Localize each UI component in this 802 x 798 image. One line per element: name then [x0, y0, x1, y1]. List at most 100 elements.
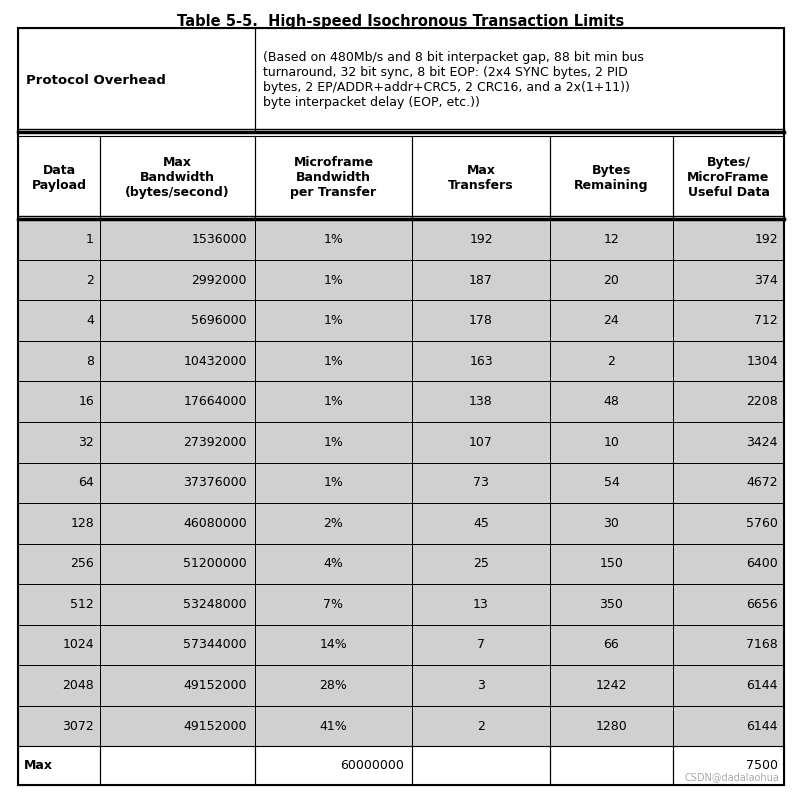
Text: 712: 712	[754, 314, 778, 327]
Bar	[100, 463, 255, 503]
Text: 2048: 2048	[63, 679, 94, 692]
Bar	[412, 259, 550, 300]
Text: Protocol Overhead: Protocol Overhead	[26, 73, 166, 87]
Bar	[673, 666, 784, 705]
Bar	[18, 219, 100, 259]
Bar	[673, 422, 784, 463]
Bar	[412, 625, 550, 666]
Bar	[255, 28, 784, 132]
Bar	[412, 666, 550, 705]
Text: 12: 12	[604, 233, 619, 246]
Text: Max
Bandwidth
(bytes/second): Max Bandwidth (bytes/second)	[125, 156, 230, 199]
Bar	[550, 422, 673, 463]
Bar	[673, 625, 784, 666]
Bar	[550, 381, 673, 422]
Bar	[100, 705, 255, 746]
Bar	[255, 422, 412, 463]
Text: 14%: 14%	[320, 638, 347, 651]
Bar	[100, 259, 255, 300]
Bar	[255, 666, 412, 705]
Text: 512: 512	[71, 598, 94, 611]
Bar	[673, 259, 784, 300]
Bar	[550, 705, 673, 746]
Bar	[18, 219, 100, 259]
Text: 4: 4	[86, 314, 94, 327]
Bar	[100, 136, 255, 219]
Text: 66: 66	[604, 638, 619, 651]
Bar	[18, 503, 100, 543]
Text: 46080000: 46080000	[183, 517, 247, 530]
Bar	[18, 341, 100, 381]
Bar	[412, 422, 550, 463]
Text: 2992000: 2992000	[192, 274, 247, 286]
Text: 17664000: 17664000	[184, 395, 247, 408]
Bar	[100, 136, 255, 219]
Text: 37376000: 37376000	[184, 476, 247, 489]
Text: 6144: 6144	[747, 720, 778, 733]
Bar	[255, 341, 412, 381]
Text: 1%: 1%	[323, 395, 343, 408]
Bar	[673, 463, 784, 503]
Bar	[255, 422, 412, 463]
Bar	[100, 259, 255, 300]
Text: 138: 138	[469, 395, 493, 408]
Text: Data
Payload: Data Payload	[31, 164, 87, 192]
Bar	[550, 422, 673, 463]
Bar	[673, 503, 784, 543]
Bar	[550, 705, 673, 746]
Bar	[255, 219, 412, 259]
Text: Microframe
Bandwidth
per Transfer: Microframe Bandwidth per Transfer	[290, 156, 377, 199]
Bar	[673, 422, 784, 463]
Text: 2: 2	[477, 720, 485, 733]
Bar	[18, 463, 100, 503]
Bar	[550, 543, 673, 584]
Text: 2: 2	[608, 354, 615, 368]
Text: 192: 192	[469, 233, 492, 246]
Bar	[255, 463, 412, 503]
Text: 57344000: 57344000	[184, 638, 247, 651]
Bar	[18, 381, 100, 422]
Text: 48: 48	[604, 395, 619, 408]
Bar	[18, 746, 100, 785]
Text: 1280: 1280	[596, 720, 627, 733]
Bar	[412, 259, 550, 300]
Text: 32: 32	[79, 436, 94, 448]
Bar	[100, 463, 255, 503]
Bar	[100, 422, 255, 463]
Text: 7: 7	[477, 638, 485, 651]
Text: 6400: 6400	[746, 557, 778, 571]
Bar	[100, 666, 255, 705]
Text: 7168: 7168	[746, 638, 778, 651]
Bar	[673, 625, 784, 666]
Bar	[18, 422, 100, 463]
Bar	[673, 666, 784, 705]
Text: 64: 64	[79, 476, 94, 489]
Text: 30: 30	[604, 517, 619, 530]
Bar	[255, 463, 412, 503]
Text: 163: 163	[469, 354, 492, 368]
Text: 350: 350	[600, 598, 623, 611]
Text: CSDN@dadalaohua: CSDN@dadalaohua	[684, 772, 779, 782]
Bar	[673, 543, 784, 584]
Text: 24: 24	[604, 314, 619, 327]
Bar	[18, 666, 100, 705]
Bar	[412, 219, 550, 259]
Text: 178: 178	[469, 314, 493, 327]
Bar	[255, 28, 784, 132]
Text: 7%: 7%	[323, 598, 343, 611]
Bar	[550, 584, 673, 625]
Bar	[550, 219, 673, 259]
Bar	[255, 584, 412, 625]
Bar	[100, 503, 255, 543]
Text: 1024: 1024	[63, 638, 94, 651]
Bar	[412, 422, 550, 463]
Bar	[550, 543, 673, 584]
Bar	[412, 543, 550, 584]
Bar	[412, 625, 550, 666]
Text: 25: 25	[473, 557, 489, 571]
Bar	[100, 381, 255, 422]
Bar	[255, 625, 412, 666]
Text: 10: 10	[604, 436, 619, 448]
Text: 2: 2	[86, 274, 94, 286]
Bar	[100, 705, 255, 746]
